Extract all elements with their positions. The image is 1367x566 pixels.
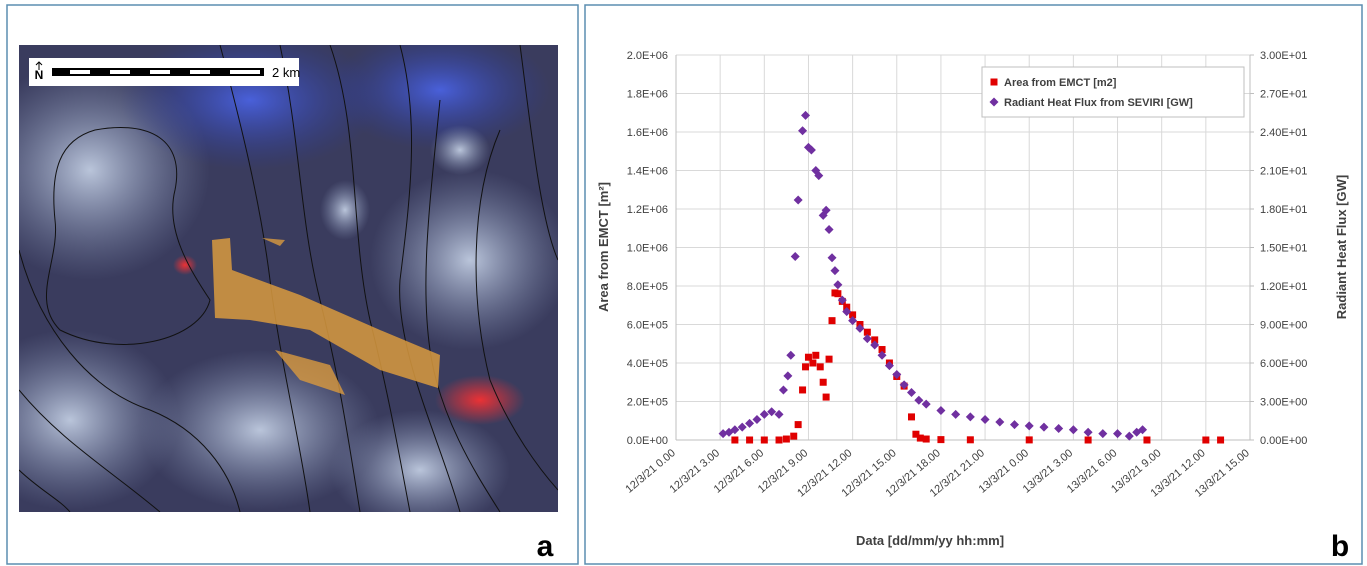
marker — [1026, 436, 1033, 443]
marker — [823, 394, 830, 401]
marker — [951, 410, 960, 419]
marker — [1143, 437, 1150, 444]
marker — [995, 418, 1004, 427]
marker — [908, 413, 915, 420]
marker — [809, 360, 816, 367]
marker — [1113, 429, 1122, 438]
marker — [1069, 425, 1078, 434]
y-tick-label: 0.0E+00 — [627, 435, 668, 447]
legend-marker — [991, 79, 998, 86]
marker — [936, 406, 945, 415]
marker — [828, 253, 837, 262]
marker — [1010, 420, 1019, 429]
satellite-image — [0, 30, 570, 530]
legend-label: Radiant Heat Flux from SEVIRI [GW] — [1004, 97, 1193, 109]
y-tick-label: 4.0E+05 — [627, 358, 668, 370]
marker — [746, 437, 753, 444]
marker — [779, 385, 788, 394]
marker — [786, 351, 795, 360]
scale-label: 2 km — [272, 65, 300, 80]
marker — [795, 421, 802, 428]
y2-tick-label: 6.00E+00 — [1260, 358, 1307, 370]
y2-tick-label: 2.10E+01 — [1260, 166, 1307, 178]
y2-tick-label: 3.00E+00 — [1260, 397, 1307, 409]
marker — [907, 388, 916, 397]
marker — [834, 290, 841, 297]
marker — [820, 379, 827, 386]
marker — [922, 400, 931, 409]
panel-label: a — [537, 530, 554, 563]
marker — [775, 410, 784, 419]
marker — [923, 436, 930, 443]
marker — [776, 437, 783, 444]
y-tick-label: 6.0E+05 — [627, 320, 668, 332]
y2-tick-label: 2.40E+01 — [1260, 127, 1307, 139]
marker — [937, 436, 944, 443]
marker — [1054, 424, 1063, 433]
y-tick-label: 1.4E+06 — [627, 166, 668, 178]
y2-tick-label: 1.20E+01 — [1260, 281, 1307, 293]
marker — [783, 436, 790, 443]
marker — [791, 252, 800, 261]
y2-tick-label: 1.50E+01 — [1260, 243, 1307, 255]
marker — [1202, 437, 1209, 444]
y-tick-label: 1.2E+06 — [627, 204, 668, 216]
marker — [1084, 428, 1093, 437]
marker — [812, 352, 819, 359]
figure: N 2 km a b Data [dd/mm/yy hh:mm] Area fr… — [0, 0, 1367, 566]
panel-frame — [585, 5, 1362, 564]
marker — [826, 356, 833, 363]
y-tick-label: 1.8E+06 — [627, 89, 668, 101]
marker — [783, 371, 792, 380]
marker — [802, 363, 809, 370]
marker — [1125, 432, 1134, 441]
marker — [825, 225, 834, 234]
y-tick-label: 1.6E+06 — [627, 127, 668, 139]
y-tick-label: 1.0E+06 — [627, 243, 668, 255]
marker — [790, 433, 797, 440]
y2-tick-label: 1.80E+01 — [1260, 204, 1307, 216]
marker — [967, 436, 974, 443]
marker — [981, 415, 990, 424]
marker — [799, 386, 806, 393]
marker — [798, 126, 807, 135]
panel-label: b — [1331, 530, 1349, 563]
plot-area: 0.0E+00 2.0E+05 4.0E+05 6.0E+05 8.0E+05 1.0E+… — [623, 50, 1307, 500]
x-axis-title: Data [dd/mm/yy hh:mm] — [856, 533, 1004, 548]
marker — [966, 412, 975, 421]
y-tick-label: 2.0E+06 — [627, 50, 668, 62]
marker — [1039, 423, 1048, 432]
marker — [760, 410, 769, 419]
y2-tick-label: 9.00E+00 — [1260, 320, 1307, 332]
marker — [752, 415, 761, 424]
y2-tick-label: 3.00E+01 — [1260, 50, 1307, 62]
legend-label: Area from EMCT [m2] — [1004, 77, 1117, 89]
marker — [830, 266, 839, 275]
legend-box — [982, 67, 1244, 117]
marker — [767, 407, 776, 416]
y2-tick-label: 2.70E+01 — [1260, 89, 1307, 101]
marker — [833, 280, 842, 289]
y-axis-title: Area from EMCT [m²] — [596, 182, 611, 312]
page: {"image_panel": {"north_label": "N", "sc… — [0, 0, 1367, 566]
marker — [1025, 421, 1034, 430]
marker — [794, 196, 803, 205]
marker — [914, 396, 923, 405]
marker — [1098, 429, 1107, 438]
north-label: N — [35, 68, 44, 82]
scale-bar — [52, 68, 264, 76]
marker — [745, 419, 754, 428]
y-tick-label: 2.0E+05 — [627, 397, 668, 409]
marker — [761, 437, 768, 444]
marker — [817, 363, 824, 370]
marker — [738, 423, 747, 432]
y-tick-label: 8.0E+05 — [627, 281, 668, 293]
legend: Area from EMCT [m2] Radiant Heat Flux fro… — [982, 67, 1244, 117]
marker — [829, 317, 836, 324]
marker — [1217, 437, 1224, 444]
marker — [1085, 437, 1092, 444]
y2-axis-title: Radiant Heat Flux [GW] — [1334, 175, 1349, 319]
y2-tick-label: 0.00E+00 — [1260, 435, 1307, 447]
marker — [731, 437, 738, 444]
